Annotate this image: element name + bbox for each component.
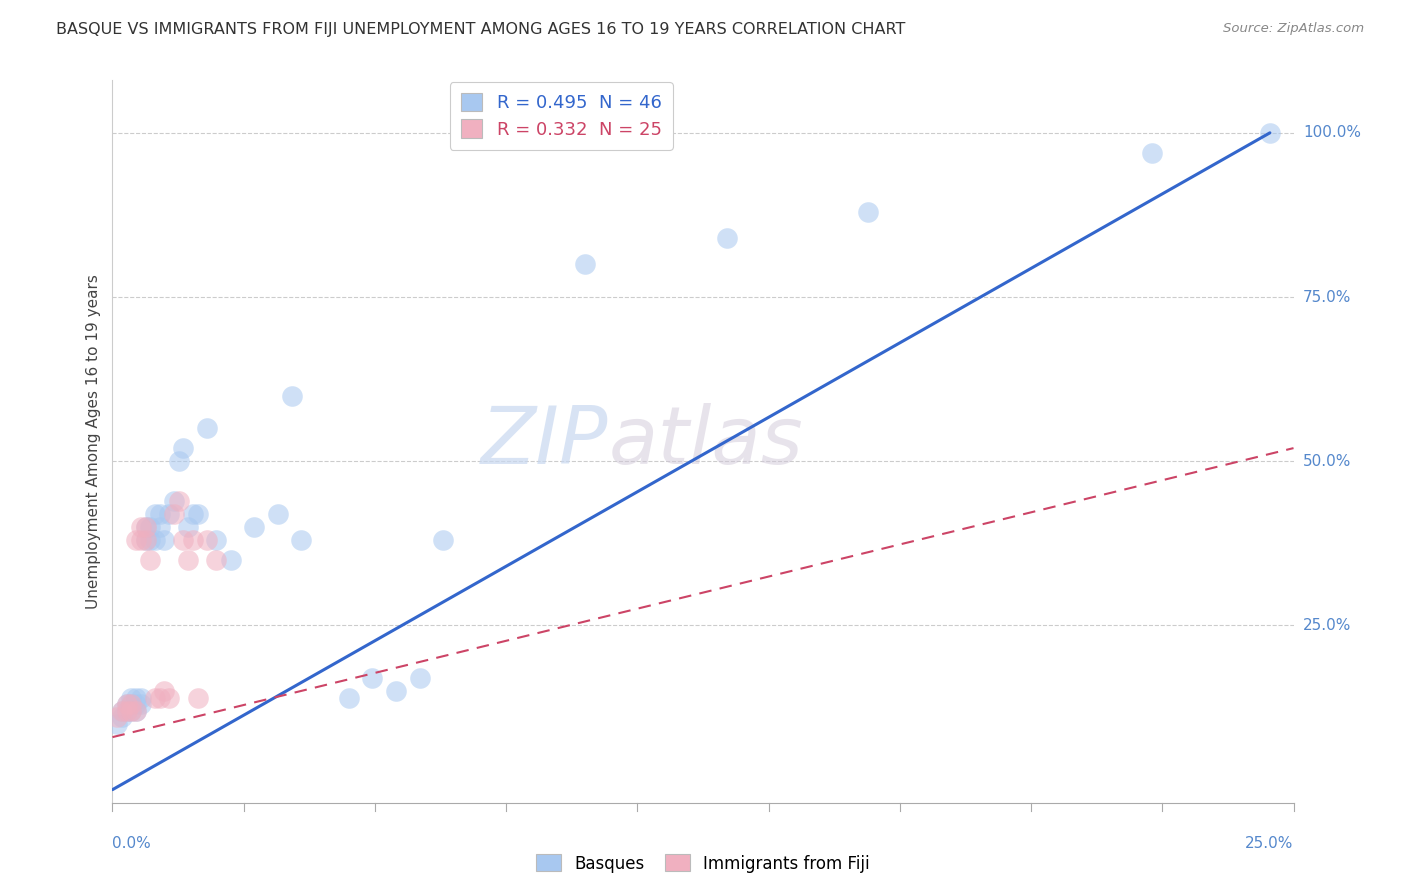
Point <box>1258 126 1281 140</box>
Point <box>167 454 190 468</box>
Point <box>281 388 304 402</box>
Point <box>120 690 142 705</box>
Point <box>129 520 152 534</box>
Point <box>177 553 200 567</box>
Text: 50.0%: 50.0% <box>1303 454 1351 468</box>
Point <box>163 507 186 521</box>
Point <box>172 441 194 455</box>
Point <box>139 533 162 547</box>
Point <box>574 257 596 271</box>
Legend: R = 0.495  N = 46, R = 0.332  N = 25: R = 0.495 N = 46, R = 0.332 N = 25 <box>450 82 672 150</box>
Point <box>149 507 172 521</box>
Legend: Basques, Immigrants from Fiji: Basques, Immigrants from Fiji <box>530 847 876 880</box>
Text: Source: ZipAtlas.com: Source: ZipAtlas.com <box>1223 22 1364 36</box>
Point <box>135 533 157 547</box>
Point <box>149 690 172 705</box>
Point <box>181 533 204 547</box>
Point <box>120 704 142 718</box>
Point <box>115 704 138 718</box>
Point <box>361 671 384 685</box>
Point <box>139 520 162 534</box>
Point <box>105 717 128 731</box>
Point <box>105 710 128 724</box>
Point <box>219 553 242 567</box>
Point <box>195 533 218 547</box>
Point <box>129 690 152 705</box>
Point <box>143 690 166 705</box>
Point <box>858 204 880 219</box>
Text: atlas: atlas <box>609 402 803 481</box>
Point <box>432 533 454 547</box>
Point <box>139 553 162 567</box>
Point <box>153 533 176 547</box>
Text: BASQUE VS IMMIGRANTS FROM FIJI UNEMPLOYMENT AMONG AGES 16 TO 19 YEARS CORRELATIO: BASQUE VS IMMIGRANTS FROM FIJI UNEMPLOYM… <box>56 22 905 37</box>
Y-axis label: Unemployment Among Ages 16 to 19 years: Unemployment Among Ages 16 to 19 years <box>86 274 101 609</box>
Text: 0.0%: 0.0% <box>112 836 152 851</box>
Point <box>135 520 157 534</box>
Point <box>115 698 138 712</box>
Point <box>243 520 266 534</box>
Point <box>153 684 176 698</box>
Point <box>125 704 148 718</box>
Text: 25.0%: 25.0% <box>1303 618 1351 633</box>
Point <box>143 533 166 547</box>
Point <box>111 704 134 718</box>
Point <box>337 690 360 705</box>
Text: 75.0%: 75.0% <box>1303 290 1351 304</box>
Point <box>157 507 180 521</box>
Point <box>149 520 172 534</box>
Text: 100.0%: 100.0% <box>1303 126 1361 140</box>
Point <box>172 533 194 547</box>
Point <box>181 507 204 521</box>
Point <box>1140 145 1163 160</box>
Point <box>177 520 200 534</box>
Point <box>111 704 134 718</box>
Point <box>129 698 152 712</box>
Text: ZIP: ZIP <box>481 402 609 481</box>
Point <box>125 698 148 712</box>
Point <box>135 533 157 547</box>
Point <box>267 507 290 521</box>
Point <box>186 507 208 521</box>
Point <box>408 671 430 685</box>
Point <box>125 533 148 547</box>
Point <box>186 690 208 705</box>
Point <box>157 690 180 705</box>
Point <box>120 698 142 712</box>
Point <box>385 684 408 698</box>
Point <box>205 533 228 547</box>
Text: 25.0%: 25.0% <box>1246 836 1294 851</box>
Point <box>716 231 738 245</box>
Point <box>135 520 157 534</box>
Point <box>125 704 148 718</box>
Point <box>167 493 190 508</box>
Point <box>115 698 138 712</box>
Point <box>163 493 186 508</box>
Point <box>120 704 142 718</box>
Point <box>143 507 166 521</box>
Point <box>120 698 142 712</box>
Point <box>125 690 148 705</box>
Point <box>205 553 228 567</box>
Point <box>129 533 152 547</box>
Point <box>195 421 218 435</box>
Point <box>115 704 138 718</box>
Point <box>290 533 312 547</box>
Point <box>111 710 134 724</box>
